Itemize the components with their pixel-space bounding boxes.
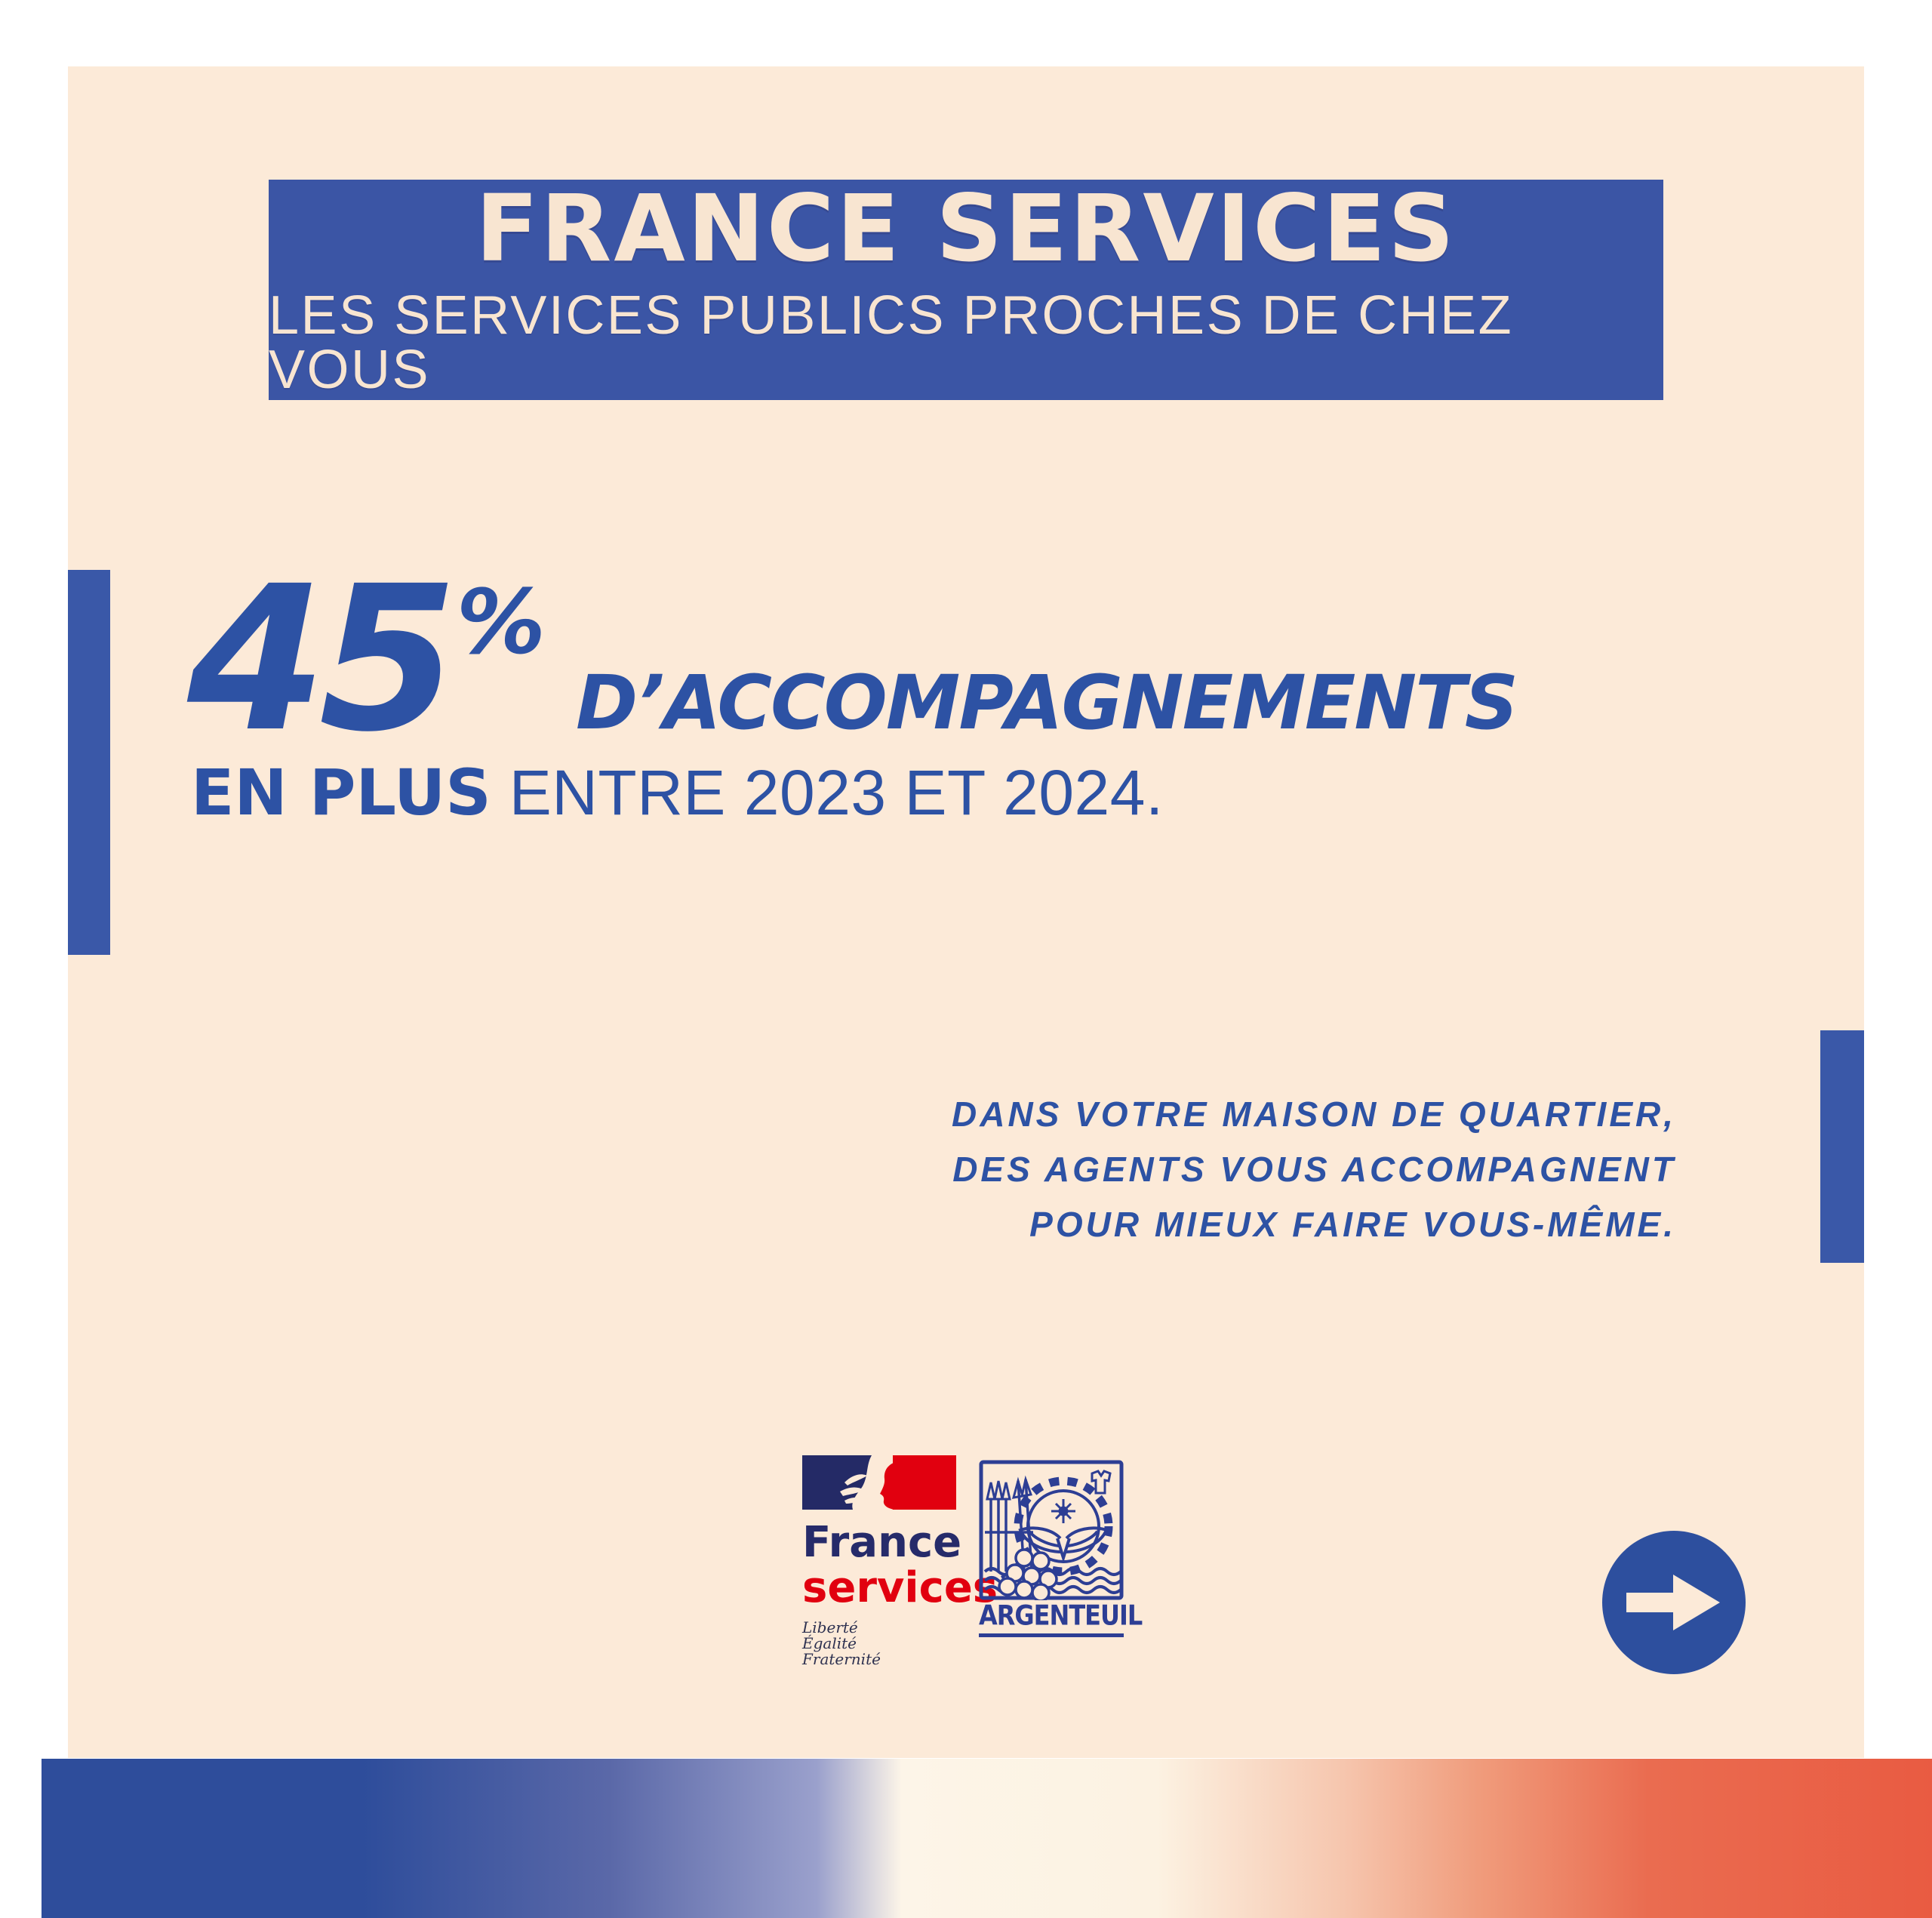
french-flag-marianne-icon [802, 1455, 956, 1510]
headline-period: ENTRE 2023 ET 2024. [509, 757, 1164, 828]
stat-label: D’ACCOMPAGNEMENTS [576, 660, 1518, 747]
argenteuil-underline [979, 1633, 1124, 1637]
left-accent-bar [68, 570, 110, 955]
stat-percent-sign: % [456, 570, 546, 674]
arrow-right-icon [1626, 1575, 1720, 1630]
france-services-name-line2: services [802, 1563, 998, 1612]
description-line-2: DES AGENTS VOUS ACCOMPAGNENT [952, 1150, 1676, 1189]
headline-second-line: EN PLUS ENTRE 2023 ET 2024. [191, 755, 1164, 831]
description-text: DANS VOTRE MAISON DE QUARTIER, DES AGENT… [952, 1087, 1676, 1252]
header-banner: FRANCE SERVICES LES SERVICES PUBLICS PRO… [269, 180, 1663, 400]
motto-liberte: Liberté [802, 1618, 858, 1636]
argenteuil-emblem-icon [979, 1460, 1124, 1600]
argenteuil-logo: ARGENTEUIL [979, 1460, 1143, 1637]
france-services-name-line1: France [802, 1518, 962, 1567]
republic-motto: Liberté Égalité Fraternité [802, 1620, 964, 1667]
headline-emphasis: EN PLUS [191, 756, 491, 830]
banner-title: FRANCE SERVICES [475, 175, 1457, 282]
next-button[interactable] [1602, 1531, 1746, 1674]
motto-egalite: Égalité [802, 1634, 857, 1652]
description-line-1: DANS VOTRE MAISON DE QUARTIER, [952, 1094, 1676, 1134]
headline-statistic: 45%D’ACCOMPAGNEMENTS [187, 560, 1518, 760]
banner-subtitle: LES SERVICES PUBLICS PROCHES DE CHEZ VOU… [269, 285, 1514, 400]
footer-gradient-bar [42, 1759, 1932, 1918]
france-services-logo: France services Liberté Égalité Fraterni… [802, 1455, 998, 1667]
stat-number: 45 [187, 543, 458, 776]
description-line-3: POUR MIEUX FAIRE VOUS-MÊME. [1029, 1205, 1676, 1244]
argenteuil-label: ARGENTEUIL [979, 1599, 1143, 1632]
right-accent-bar [1820, 1030, 1864, 1263]
motto-fraternite: Fraternité [802, 1650, 881, 1668]
